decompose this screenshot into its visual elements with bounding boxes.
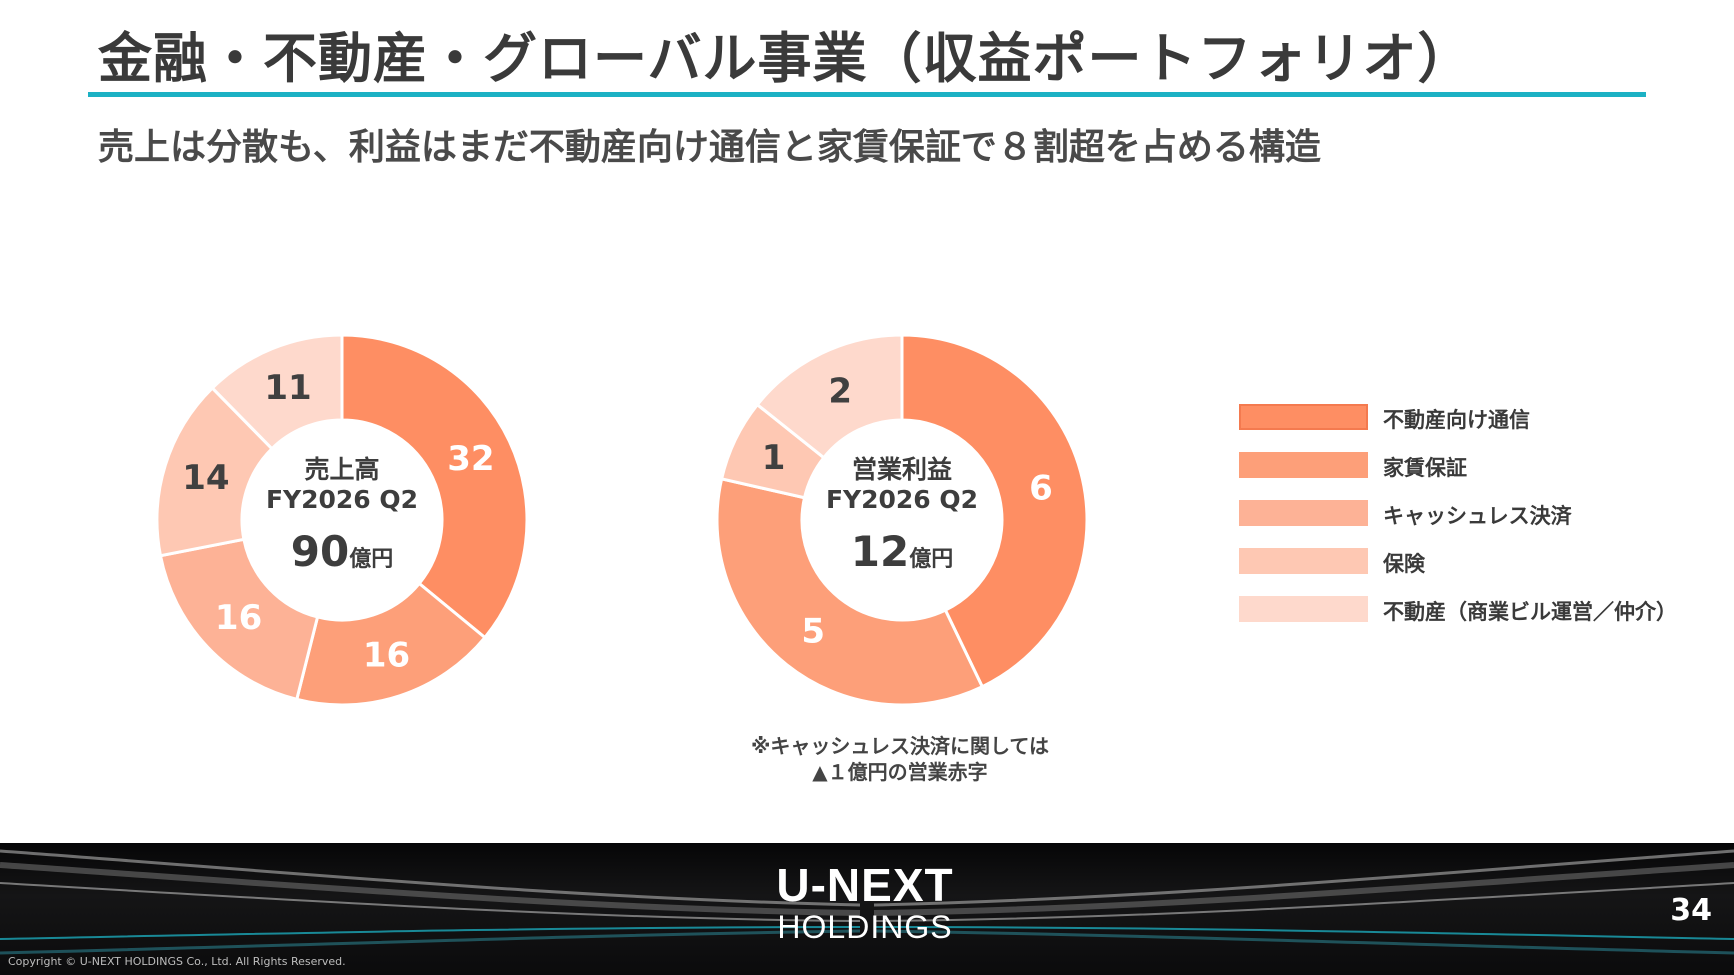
revenue-total-value: 90 [290, 526, 350, 576]
legend-swatch [1239, 548, 1368, 574]
footer-bar: U-NEXT HOLDINGS 34 Copyright © U-NEXT HO… [0, 843, 1734, 975]
data-label-insurance: 14 [182, 458, 229, 498]
data-label-cashless: 16 [215, 598, 262, 638]
data-label-rent-guarantee: 16 [363, 635, 410, 675]
footnote: ※キャッシュレス決済に関しては ▲１億円の営業赤字 [700, 733, 1100, 785]
legend-label: 不動産向け通信 [1383, 408, 1530, 432]
legend-item-rent-guarantee: 家賃保証 [1239, 450, 1699, 480]
slide-title: 金融・不動産・グローバル事業（収益ポートフォリオ） [98, 27, 1473, 90]
revenue-donut-chart: 32 16 16 14 11 売上高 FY2026 Q2 90億円 [142, 320, 542, 720]
profit-center-label: 営業利益 FY2026 Q2 12億円 [702, 320, 1102, 720]
legend-label: キャッシュレス決済 [1383, 504, 1572, 528]
revenue-center-total: 90億円 [291, 527, 393, 576]
data-label-real-estate: 11 [264, 368, 311, 408]
profit-total-unit: 億円 [909, 546, 954, 572]
legend-item-insurance: 保険 [1239, 546, 1699, 576]
data-label-real-estate-telecom: 6 [1029, 468, 1053, 508]
legend-item-real-estate: 不動産（商業ビル運営／仲介） [1239, 594, 1699, 624]
page-number: 34 [1670, 893, 1712, 928]
legend-label: 保険 [1383, 552, 1425, 576]
legend-swatch [1239, 596, 1368, 622]
revenue-center-label: 売上高 FY2026 Q2 90億円 [142, 320, 542, 720]
data-label-real-estate-telecom: 32 [447, 439, 494, 479]
donut-slice-rent-guarantee [294, 581, 487, 707]
legend-label: 家賃保証 [1383, 456, 1467, 480]
revenue-center-period: FY2026 Q2 [265, 484, 419, 514]
profit-center-name: 営業利益 [851, 454, 952, 484]
profit-center-period: FY2026 Q2 [825, 484, 979, 514]
legend-swatch [1239, 404, 1368, 430]
profit-total-value: 12 [850, 526, 910, 576]
donut-slice-real-estate-telecom [900, 333, 1089, 689]
profit-center-total: 12億円 [851, 527, 953, 576]
logo-wordmark: U-NEXT [776, 859, 954, 911]
revenue-donut-svg: 32 16 16 14 11 [155, 333, 529, 707]
title-rule [88, 92, 1646, 97]
donut-slice-rent-guarantee [715, 477, 985, 707]
revenue-center-name: 売上高 [304, 454, 380, 484]
data-label-real-estate: 2 [828, 372, 852, 412]
slide-subtitle: 売上は分散も、利益はまだ不動産向け通信と家賃保証で８割超を占める構造 [98, 127, 1321, 168]
data-label-rent-guarantee: 5 [801, 611, 825, 651]
legend-label: 不動産（商業ビル運営／仲介） [1383, 600, 1677, 624]
legend-swatch [1239, 500, 1368, 526]
legend-swatch [1239, 452, 1368, 478]
donut-slice-real-estate [210, 333, 344, 451]
company-logo: U-NEXT HOLDINGS [760, 861, 970, 945]
legend-item-cashless: キャッシュレス決済 [1239, 498, 1699, 528]
revenue-total-unit: 億円 [349, 546, 394, 572]
footnote-line-2: ▲１億円の営業赤字 [812, 760, 988, 784]
footnote-line-1: ※キャッシュレス決済に関しては [750, 734, 1050, 758]
donut-slice-real-estate [755, 333, 904, 460]
footer-wave-decoration [0, 849, 1734, 955]
donut-slice-insurance [155, 385, 275, 558]
donut-slice-real-estate-telecom [340, 333, 529, 640]
legend-item-real-estate-telecom: 不動産向け通信 [1239, 402, 1699, 432]
data-label-insurance: 1 [762, 438, 786, 478]
donut-slice-cashless [158, 537, 320, 702]
logo-subtext: HOLDINGS [777, 909, 953, 945]
copyright-notice: Copyright © U-NEXT HOLDINGS Co., Ltd. Al… [8, 955, 346, 968]
